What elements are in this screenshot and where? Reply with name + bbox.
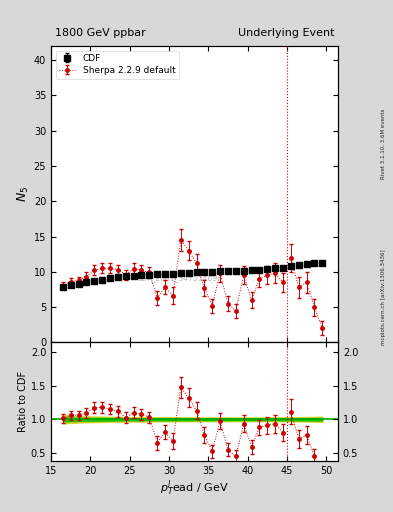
X-axis label: $p_T^l$ead / GeV: $p_T^l$ead / GeV bbox=[160, 478, 229, 498]
Text: 1800 GeV ppbar: 1800 GeV ppbar bbox=[55, 28, 146, 38]
Text: Rivet 3.1.10, 3.6M events: Rivet 3.1.10, 3.6M events bbox=[381, 108, 386, 179]
Y-axis label: Ratio to CDF: Ratio to CDF bbox=[18, 371, 28, 432]
Text: mcplots.cern.ch [arXiv:1306.3436]: mcplots.cern.ch [arXiv:1306.3436] bbox=[381, 249, 386, 345]
Y-axis label: $N_5$: $N_5$ bbox=[16, 186, 31, 202]
Text: Underlying Event: Underlying Event bbox=[237, 28, 334, 38]
Legend: CDF, Sherpa 2.2.9 default: CDF, Sherpa 2.2.9 default bbox=[55, 51, 179, 78]
Text: CDF_2001_S4751469: CDF_2001_S4751469 bbox=[137, 272, 218, 282]
